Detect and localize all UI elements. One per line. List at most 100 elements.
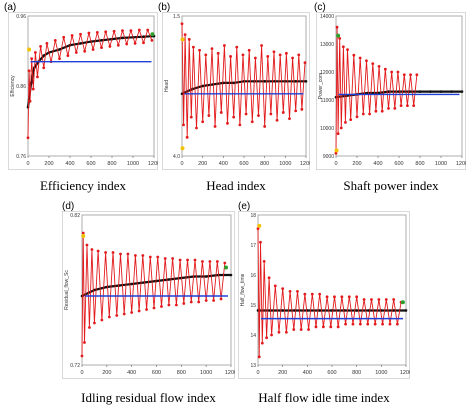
black-series-point <box>79 42 82 45</box>
red-series-point <box>235 45 239 49</box>
red-series-point <box>74 51 78 54</box>
red-series-point <box>201 260 204 263</box>
y-tick-label: 0.86 <box>16 84 26 90</box>
red-series-point <box>142 41 145 45</box>
y-tick-label: 13000 <box>320 42 334 48</box>
x-tick-label: 1000 <box>435 161 447 167</box>
red-series-point <box>277 330 281 334</box>
red-series-point <box>219 297 223 301</box>
panel-d-letter: (d) <box>62 201 75 212</box>
red-series-point <box>374 109 378 113</box>
x-tick-label: 400 <box>65 161 74 167</box>
y-tick-label: 15 <box>250 303 256 309</box>
red-series-point <box>294 109 298 113</box>
x-tick-label: 800 <box>177 370 186 376</box>
y-tick-label: 9000 <box>323 154 334 160</box>
red-series-point <box>247 48 251 52</box>
red-series-point <box>365 59 368 63</box>
y-tick-label: 18 <box>250 213 256 219</box>
red-series-point <box>83 341 86 344</box>
red-series-point <box>130 311 134 314</box>
red-series-point <box>146 28 150 32</box>
y-tick-label: 0.82 <box>70 213 80 219</box>
red-series-point <box>167 303 171 307</box>
red-series-point <box>108 45 112 48</box>
red-series-point <box>244 112 248 116</box>
y-tick-label: 4.0 <box>173 154 180 160</box>
red-series-point <box>296 289 299 293</box>
red-series-point <box>58 57 61 61</box>
red-series-point <box>250 120 254 124</box>
red-series-point <box>93 321 96 325</box>
red-series-point <box>415 73 419 77</box>
red-series-point <box>257 114 260 117</box>
red-series-point <box>402 73 406 77</box>
red-series-point <box>278 53 282 57</box>
x-tick-label: 800 <box>107 161 116 167</box>
red-series-point <box>310 292 314 296</box>
red-series-point <box>263 125 267 128</box>
red-series-point <box>185 135 189 139</box>
x-tick-label: 600 <box>152 370 161 376</box>
x-tick-label: 800 <box>415 161 424 167</box>
panel-e-letter: (e) <box>238 201 251 212</box>
red-series-point <box>208 260 212 263</box>
shaft-power-chart: Power_com 0 200 400 600 800 1000 1200 9000 10000 1… <box>316 12 466 170</box>
red-series-point <box>226 121 229 125</box>
red-series-point <box>137 28 141 32</box>
red-series-point <box>204 53 208 57</box>
black-series-point <box>167 278 171 281</box>
red-series-point <box>270 333 273 337</box>
residual-flow-chart: Residual_flow_Sc 0 200 400 600 800 1000 1200 0.7… <box>62 211 235 379</box>
red-series-point <box>399 104 403 107</box>
red-series-point <box>215 260 219 263</box>
black-series-point <box>429 90 432 93</box>
y-tick-label: 11000 <box>320 98 334 104</box>
half-flow-time-chart: Half_flow_time 0 200 400 600 800 1000 1200 13 14 1… <box>238 211 410 379</box>
red-series-point <box>288 117 291 121</box>
red-series-point <box>341 45 345 49</box>
red-series-point <box>39 45 42 48</box>
red-series-point <box>262 259 266 263</box>
highlight-marker <box>27 47 32 52</box>
black-series-point <box>355 309 358 312</box>
red-series-point <box>42 66 46 70</box>
red-series-point <box>335 25 339 29</box>
red-series-point <box>212 299 216 302</box>
plot-area <box>81 214 232 366</box>
red-series-point <box>355 295 359 299</box>
black-series-point <box>404 309 408 312</box>
red-series-point <box>334 151 338 155</box>
red-series-point <box>281 111 285 114</box>
black-series-point <box>58 48 61 51</box>
red-series-point <box>96 249 100 253</box>
red-series-point <box>26 136 30 140</box>
red-series-point <box>238 123 242 127</box>
x-tick-label: 0 <box>180 161 183 167</box>
red-series-point <box>222 44 226 47</box>
red-series-point <box>288 289 292 293</box>
red-series-point <box>70 34 74 37</box>
black-series-point <box>387 90 390 93</box>
highlight-marker <box>81 234 86 238</box>
x-tick-label: 800 <box>260 161 269 167</box>
red-series-point <box>141 254 145 257</box>
red-series-point <box>291 56 294 60</box>
red-series-point <box>358 56 362 60</box>
red-series-point <box>275 118 279 122</box>
red-series-point <box>186 258 189 262</box>
red-series-point <box>210 47 214 51</box>
red-series-point <box>115 314 119 317</box>
red-series-point <box>303 292 307 296</box>
highlight-marker <box>336 33 341 38</box>
red-series-point <box>352 53 356 57</box>
red-series-point <box>267 276 271 280</box>
black-series-point <box>142 35 145 38</box>
red-series-point <box>284 330 288 334</box>
red-series-point <box>182 302 186 305</box>
x-tick-label: 0 <box>26 161 29 167</box>
y-tick-label: 14000 <box>320 14 334 20</box>
red-series-point <box>137 309 141 313</box>
red-series-point <box>266 55 270 58</box>
y-tick-label: 13 <box>250 363 256 369</box>
